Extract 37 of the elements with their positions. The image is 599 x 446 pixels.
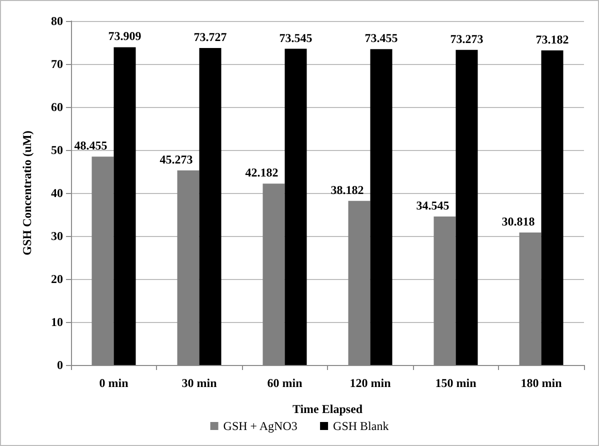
x-tick-label: 0 min <box>99 376 129 390</box>
legend-label: GSH + AgNO3 <box>223 419 298 433</box>
data-label: 73.727 <box>194 30 227 44</box>
data-label: 73.182 <box>536 32 569 46</box>
data-label: 48.455 <box>74 138 108 153</box>
data-label: 34.545 <box>416 198 450 212</box>
y-tick-label: 50 <box>51 143 63 157</box>
bar <box>370 49 392 365</box>
bar <box>456 50 478 365</box>
data-label: 73.455 <box>364 31 398 46</box>
x-axis-title: Time Elapsed <box>292 402 363 416</box>
bar <box>199 48 222 365</box>
data-label: 73.909 <box>108 29 142 44</box>
y-axis-title: GSH Concentratio (uM) <box>20 130 34 256</box>
x-tick-label: 180 min <box>520 376 562 390</box>
y-tick-label: 80 <box>51 14 63 28</box>
data-label: 30.818 <box>502 214 535 228</box>
legend-label: GSH Blank <box>333 419 389 433</box>
y-tick-label: 30 <box>51 229 63 243</box>
y-tick-label: 70 <box>51 57 63 71</box>
x-tick-label: 120 min <box>350 376 392 390</box>
data-label: 38.182 <box>330 182 364 197</box>
data-label: 45.273 <box>160 152 193 166</box>
y-tick-label: 40 <box>51 186 63 200</box>
x-tick-label: 30 min <box>182 376 218 390</box>
data-label: 42.182 <box>245 166 278 180</box>
data-label: 73.273 <box>450 32 484 46</box>
y-tick-label: 10 <box>51 315 63 329</box>
x-tick-label: 150 min <box>435 376 477 390</box>
x-tick-label: 60 min <box>267 376 303 390</box>
y-tick-label: 0 <box>57 358 63 372</box>
bar <box>541 50 564 365</box>
bar <box>114 47 136 365</box>
y-tick-label: 60 <box>51 100 63 114</box>
y-tick-label: 20 <box>51 272 63 286</box>
data-label: 73.545 <box>279 30 312 45</box>
bar <box>284 48 307 365</box>
